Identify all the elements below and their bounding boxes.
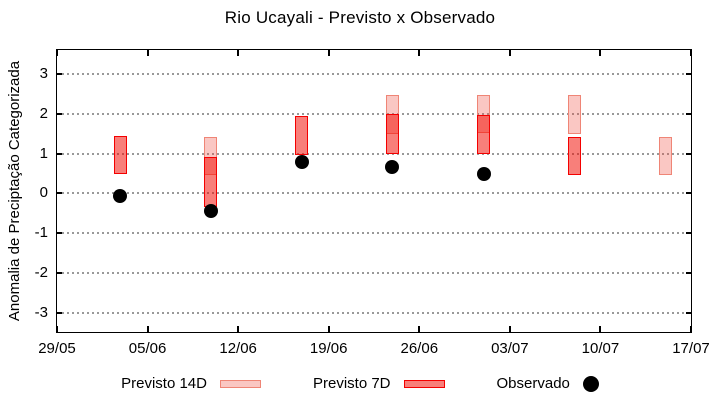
y-tick bbox=[57, 272, 62, 275]
x-tick-label: 03/07 bbox=[491, 340, 529, 357]
y-tick bbox=[686, 72, 691, 75]
x-tick-label: 19/06 bbox=[309, 340, 348, 357]
y-tick bbox=[57, 232, 62, 235]
legend-item-previsto-7d: Previsto 7D bbox=[313, 375, 445, 392]
bar-previsto-7d bbox=[204, 156, 218, 207]
y-tick bbox=[686, 232, 691, 235]
x-tick bbox=[690, 50, 692, 56]
y-tick-label: -1 bbox=[34, 224, 48, 242]
gridline bbox=[57, 272, 691, 275]
x-tick-label: 12/06 bbox=[219, 340, 257, 357]
y-tick bbox=[57, 152, 62, 155]
observado-point bbox=[476, 166, 491, 181]
legend: Previsto 14D Previsto 7D Observado bbox=[0, 375, 720, 392]
legend-label-previsto-14d: Previsto 14D bbox=[121, 375, 207, 392]
chart-title: Rio Ucayali - Previsto x Observado bbox=[224, 8, 496, 27]
y-tick-label: 2 bbox=[39, 104, 48, 122]
bar-previsto-7d bbox=[568, 136, 582, 176]
observado-point bbox=[294, 154, 309, 169]
x-tick bbox=[508, 326, 511, 332]
y-axis-tick-labels: 3 2 1 0 -1 -2 -3 bbox=[0, 50, 48, 332]
gridline bbox=[57, 152, 691, 155]
x-tick bbox=[237, 50, 240, 56]
x-tick bbox=[327, 50, 330, 56]
x-tick bbox=[418, 50, 421, 56]
bar-previsto-14d bbox=[658, 136, 672, 176]
x-tick-label: 10/07 bbox=[581, 340, 620, 357]
y-tick bbox=[57, 192, 62, 195]
y-tick bbox=[686, 192, 691, 195]
x-tick bbox=[146, 326, 149, 332]
x-tick bbox=[599, 50, 602, 56]
x-tick-label: 26/06 bbox=[400, 340, 439, 357]
gridline bbox=[57, 192, 691, 195]
x-axis-tick-labels: 29/05 05/06 12/06 19/06 26/06 03/07 10/07 17/07 bbox=[38, 340, 710, 358]
x-tick-label: 05/06 bbox=[128, 340, 167, 357]
bar-previsto-14d bbox=[568, 95, 582, 134]
legend-item-previsto-14d: Previsto 14D bbox=[121, 375, 261, 392]
x-tick-label: 29/05 bbox=[38, 340, 76, 357]
observado-point bbox=[203, 204, 218, 219]
bar-previsto-7d bbox=[477, 114, 491, 154]
x-tick bbox=[56, 326, 58, 332]
observado-point bbox=[113, 189, 128, 204]
y-tick bbox=[686, 311, 691, 314]
y-tick-label: -2 bbox=[34, 264, 48, 282]
observado-dot-icon bbox=[582, 375, 599, 392]
y-tick bbox=[686, 272, 691, 275]
legend-label-previsto-7d: Previsto 7D bbox=[312, 375, 391, 392]
gridline bbox=[57, 232, 691, 235]
x-tick bbox=[690, 326, 692, 332]
legend-item-observado: Observado bbox=[497, 375, 599, 392]
y-tick-label: 1 bbox=[39, 144, 48, 162]
bar-previsto-7d bbox=[113, 136, 127, 175]
x-tick-label: 17/07 bbox=[672, 340, 710, 357]
y-tick bbox=[686, 152, 691, 155]
observado-point bbox=[385, 160, 400, 175]
y-tick bbox=[57, 72, 62, 75]
plot-area bbox=[56, 49, 692, 333]
gridline bbox=[57, 112, 691, 115]
x-tick bbox=[237, 326, 240, 332]
x-tick bbox=[327, 326, 330, 332]
x-tick bbox=[56, 50, 58, 56]
x-tick bbox=[599, 326, 602, 332]
x-tick bbox=[146, 50, 149, 56]
y-tick-label: 3 bbox=[39, 64, 48, 82]
y-tick bbox=[57, 311, 62, 314]
y-tick-label: -3 bbox=[34, 303, 48, 321]
bar-previsto-7d bbox=[385, 114, 399, 154]
previsto-14d-swatch-icon bbox=[219, 379, 261, 388]
gridline bbox=[57, 72, 691, 75]
x-tick bbox=[508, 50, 511, 56]
previsto-7d-swatch-icon bbox=[403, 379, 445, 388]
gridline bbox=[57, 311, 691, 314]
x-tick bbox=[418, 326, 421, 332]
y-tick bbox=[686, 112, 691, 115]
y-tick-label: 0 bbox=[39, 184, 48, 202]
bar-previsto-7d bbox=[295, 115, 309, 156]
y-tick bbox=[57, 112, 62, 115]
legend-label-observado: Observado bbox=[496, 375, 570, 392]
